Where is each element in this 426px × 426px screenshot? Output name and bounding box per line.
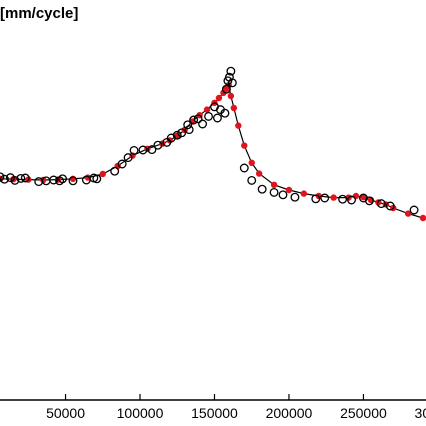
measured-point bbox=[162, 137, 172, 147]
measured-point bbox=[172, 130, 182, 140]
measured-point bbox=[183, 120, 193, 130]
model-point bbox=[330, 194, 337, 201]
measured-point bbox=[364, 196, 374, 206]
measured-point bbox=[385, 201, 395, 211]
measured-point bbox=[0, 172, 5, 182]
model-point bbox=[270, 181, 278, 188]
x-tick-label: 50000 bbox=[46, 405, 85, 421]
model-point bbox=[241, 142, 248, 149]
measured-point bbox=[227, 78, 237, 88]
measured-point bbox=[147, 145, 157, 155]
model-point bbox=[248, 159, 255, 166]
model-point bbox=[285, 186, 293, 194]
measured-point bbox=[117, 159, 127, 169]
measured-point bbox=[0, 174, 9, 184]
model-point bbox=[227, 92, 235, 100]
measured-point bbox=[213, 113, 222, 123]
measured-point bbox=[221, 84, 231, 94]
measured-point bbox=[129, 145, 139, 155]
measured-point bbox=[409, 205, 419, 215]
measured-point bbox=[311, 194, 321, 204]
measured-point bbox=[226, 66, 236, 76]
measured-point bbox=[177, 128, 187, 138]
measured-point bbox=[110, 166, 120, 176]
model-point bbox=[419, 214, 426, 222]
x-tick-label: 150000 bbox=[191, 405, 238, 421]
y-axis-label: [mm/cycle] bbox=[0, 5, 78, 22]
measured-point bbox=[92, 174, 102, 184]
measured-point bbox=[58, 174, 68, 184]
model-point bbox=[300, 190, 308, 197]
x-tick-label: 100000 bbox=[117, 405, 164, 421]
x-tick-label: 200000 bbox=[266, 405, 313, 421]
measured-point bbox=[16, 173, 26, 183]
measured-series bbox=[0, 66, 419, 215]
model-point bbox=[230, 104, 238, 112]
model-point bbox=[203, 106, 211, 113]
x-tick-label: 250000 bbox=[340, 405, 387, 421]
x-tick-label: 300000 bbox=[415, 405, 426, 421]
measured-point bbox=[320, 193, 330, 203]
measured-point bbox=[138, 145, 148, 155]
model-point bbox=[235, 122, 242, 129]
measured-point bbox=[239, 163, 249, 173]
measured-point bbox=[278, 190, 288, 200]
model-point bbox=[255, 170, 263, 177]
measured-point bbox=[347, 195, 356, 205]
measured-point bbox=[184, 125, 194, 135]
measured-point bbox=[153, 140, 163, 150]
model-point bbox=[99, 170, 106, 178]
measured-point bbox=[269, 187, 279, 197]
measured-point bbox=[10, 175, 20, 185]
measured-point bbox=[49, 175, 59, 185]
measured-point bbox=[204, 111, 213, 121]
x-ticks: 50000 100000 150000 200000 250000 300000 bbox=[46, 394, 426, 421]
model-point bbox=[404, 210, 412, 217]
measured-point bbox=[5, 173, 15, 183]
measured-point bbox=[198, 119, 208, 129]
measured-point bbox=[189, 115, 199, 125]
measured-point bbox=[193, 114, 203, 124]
measured-point bbox=[290, 192, 300, 202]
model-point bbox=[215, 94, 223, 102]
measured-point bbox=[220, 108, 230, 118]
measured-point bbox=[338, 194, 348, 204]
measured-point bbox=[257, 184, 267, 194]
measured-point bbox=[376, 199, 386, 209]
measured-point bbox=[123, 153, 133, 163]
measured-point bbox=[20, 173, 30, 183]
measured-point bbox=[247, 175, 257, 185]
measured-point bbox=[68, 176, 78, 186]
